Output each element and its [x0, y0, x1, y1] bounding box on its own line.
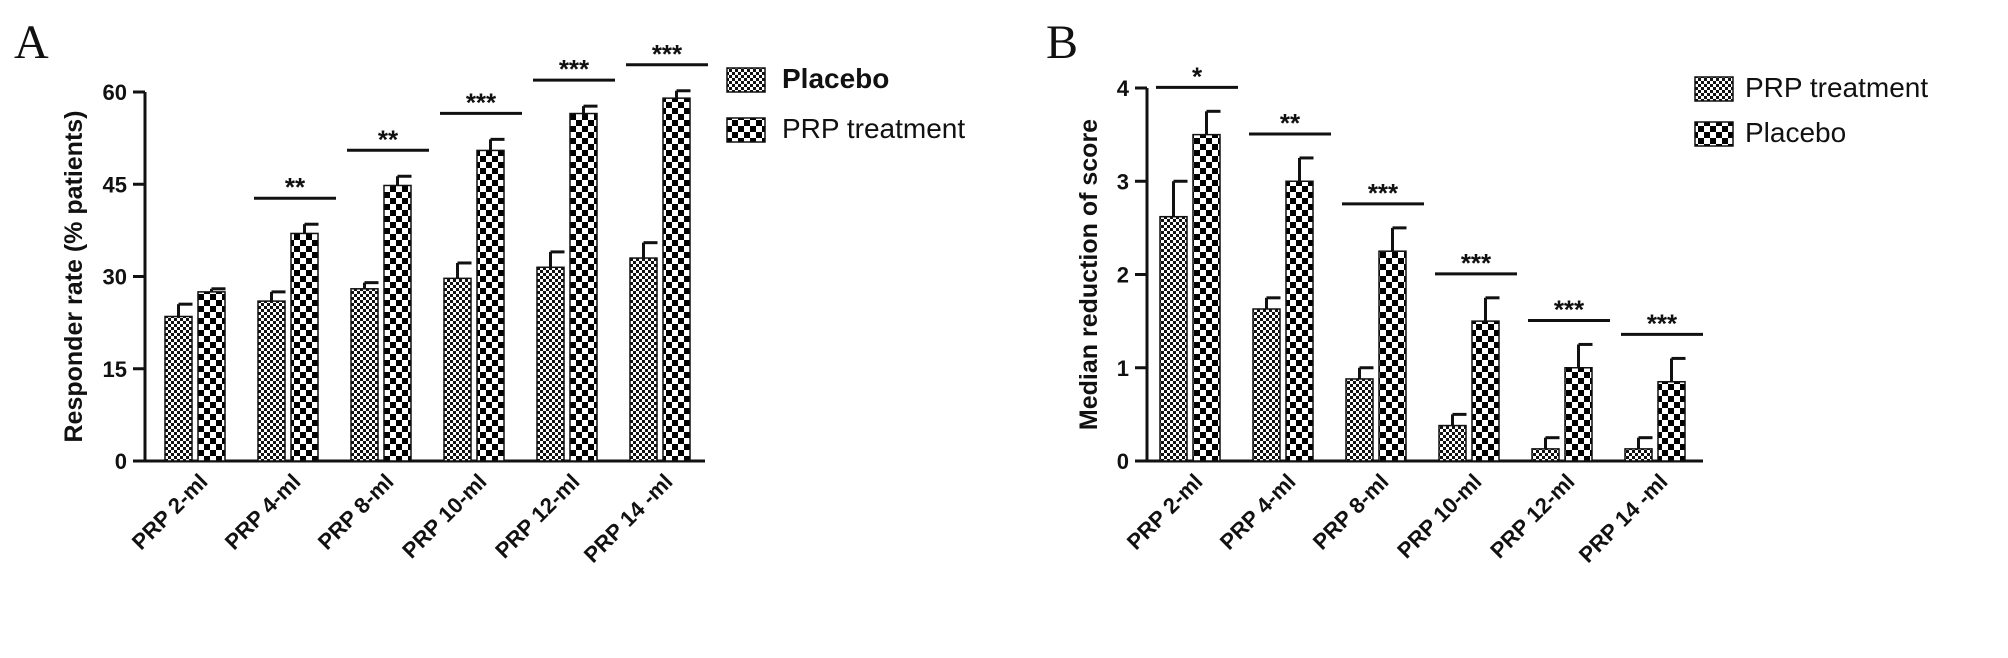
y-axis-label-b: Median reduction of score: [1075, 119, 1103, 430]
bar-a-s0-4: [536, 266, 565, 462]
y-tick-label-a-3: 45: [103, 172, 127, 197]
bar-a-s1-0: [197, 291, 226, 462]
panel-label-b: B: [1046, 16, 1078, 69]
bar-b-s0-5: [1624, 448, 1653, 462]
chart-panel-b: 0 1 2 3 4 Median reduction of score * PRP 2-ml *…: [1075, 61, 1928, 567]
sig-label-b-0: *: [1192, 61, 1203, 91]
y-tick-label-a-1: 15: [103, 357, 127, 382]
sig-label-b-5: ***: [1647, 308, 1678, 338]
sig-label-a-3: ***: [466, 87, 497, 117]
sig-label-a-2: **: [378, 124, 399, 154]
bar-b-s1-1: [1285, 180, 1314, 462]
category-label-b-2: PRP 8-ml: [1308, 469, 1394, 555]
category-label-b-1: PRP 4-ml: [1215, 469, 1301, 555]
bar-b-s0-3: [1438, 424, 1467, 462]
bar-b-s1-5: [1657, 380, 1686, 462]
sig-label-a-4: ***: [559, 54, 590, 84]
legend-label-b-0: PRP treatment: [1745, 72, 1928, 103]
category-label-b-5: PRP 14 -ml: [1574, 469, 1673, 568]
bar-a-s1-1: [290, 232, 319, 462]
bar-a-s0-1: [257, 300, 286, 462]
category-label-a-2: PRP 8-ml: [313, 469, 399, 555]
y-tick-label-b-4: 4: [1117, 76, 1130, 101]
bar-b-s1-2: [1378, 250, 1407, 462]
bar-b-s0-4: [1531, 448, 1560, 462]
bar-a-s1-5: [662, 97, 691, 462]
sig-label-a-5: ***: [652, 39, 683, 69]
bar-a-s0-2: [350, 288, 379, 462]
category-label-a-5: PRP 14 -ml: [579, 469, 678, 568]
category-label-a-4: PRP 12-ml: [490, 469, 584, 563]
legend-swatch-a-0: [726, 67, 766, 93]
bar-b-s0-1: [1252, 308, 1281, 462]
y-tick-label-b-0: 0: [1117, 449, 1129, 474]
category-label-b-3: PRP 10-ml: [1392, 469, 1486, 563]
category-label-a-3: PRP 10-ml: [397, 469, 491, 563]
legend-label-b-1: Placebo: [1745, 117, 1846, 148]
panel-label-a: A: [14, 16, 49, 69]
bar-a-s1-4: [569, 112, 598, 462]
sig-label-a-1: **: [285, 172, 306, 202]
y-tick-label-a-2: 30: [103, 265, 127, 290]
sig-label-b-3: ***: [1461, 248, 1492, 278]
bar-b-s0-2: [1345, 378, 1374, 462]
sig-label-b-1: **: [1280, 108, 1301, 138]
legend-label-a-1: PRP treatment: [782, 113, 965, 144]
chart-panel-a: 0 15 30 45 60 Responder rate (% patients) PRP …: [60, 39, 965, 568]
bar-b-s1-0: [1192, 133, 1221, 462]
sig-label-b-4: ***: [1554, 294, 1585, 324]
y-tick-label-b-3: 3: [1117, 169, 1129, 194]
y-axis-label-a: Responder rate (% patients): [60, 110, 88, 442]
y-tick-label-a-4: 60: [103, 80, 127, 105]
category-label-b-4: PRP 12-ml: [1485, 469, 1579, 563]
sig-label-b-2: ***: [1368, 178, 1399, 208]
legend-swatch-a-1: [726, 117, 766, 143]
legend-label-a-0: Placebo: [782, 63, 889, 94]
bar-a-s0-3: [443, 277, 472, 462]
category-label-b-0: PRP 2-ml: [1122, 469, 1208, 555]
y-tick-label-b-1: 1: [1117, 356, 1129, 381]
bar-b-s1-4: [1564, 367, 1593, 462]
y-tick-label-b-2: 2: [1117, 263, 1129, 288]
legend-swatch-b-0: [1694, 76, 1734, 102]
legend-swatch-b-1: [1694, 121, 1734, 147]
y-tick-label-a-0: 0: [115, 449, 127, 474]
bar-a-s0-5: [629, 257, 658, 462]
bar-b-s1-3: [1471, 320, 1500, 462]
category-label-a-1: PRP 4-ml: [220, 469, 306, 555]
bar-a-s1-3: [476, 149, 505, 462]
bar-b-s0-0: [1159, 215, 1188, 462]
bar-a-s0-0: [164, 315, 193, 462]
bar-a-s1-2: [383, 184, 412, 462]
category-label-a-0: PRP 2-ml: [127, 469, 213, 555]
